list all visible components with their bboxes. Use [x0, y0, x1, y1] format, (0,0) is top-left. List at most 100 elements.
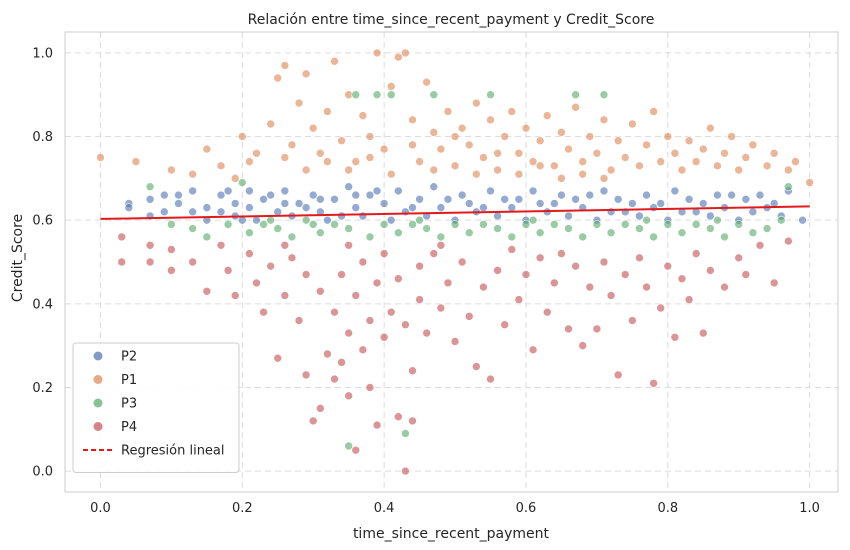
scatter-point [677, 228, 687, 238]
legend-marker [93, 422, 103, 431]
scatter-point [351, 291, 361, 300]
scatter-point [401, 207, 410, 217]
scatter-point [429, 128, 439, 137]
scatter-point [330, 56, 339, 66]
y-tick-label: 0.6 [32, 214, 53, 229]
scatter-point [266, 190, 275, 200]
scatter-point [216, 190, 226, 200]
scatter-point [280, 186, 290, 196]
scatter-point [691, 249, 701, 258]
scatter-point [379, 144, 389, 154]
scatter-point [557, 174, 566, 183]
scatter-point [642, 190, 651, 200]
scatter-point [365, 383, 375, 392]
scatter-point [301, 203, 311, 212]
scatter-point [706, 224, 715, 233]
scatter-point [684, 136, 694, 146]
scatter-point [493, 165, 502, 175]
scatter-point [273, 224, 283, 233]
scatter-point [230, 174, 240, 183]
scatter-point [316, 194, 325, 204]
scatter-point [550, 161, 559, 171]
scatter-point [216, 240, 226, 250]
scatter-point [422, 328, 431, 338]
scatter-point [167, 220, 176, 229]
scatter-point [252, 215, 261, 225]
scatter-point [698, 328, 708, 338]
scatter-point [131, 157, 141, 166]
scatter-point [344, 391, 353, 401]
scatter-point [748, 207, 758, 217]
scatter-point [245, 186, 254, 196]
scatter-point [450, 161, 460, 171]
scatter-point [379, 332, 389, 342]
scatter-point [330, 374, 339, 384]
scatter-point [528, 345, 538, 355]
scatter-point [230, 199, 240, 208]
scatter-point [564, 324, 573, 334]
scatter-point [620, 270, 630, 279]
legend-label: P2 [121, 350, 137, 365]
scatter-point [464, 228, 474, 238]
scatter-point [507, 232, 517, 242]
scatter-point [365, 153, 375, 162]
scatter-point [308, 220, 318, 229]
scatter-point [479, 153, 488, 162]
scatter-point [337, 211, 346, 221]
scatter-point [280, 199, 290, 208]
legend-marker [93, 351, 103, 361]
scatter-point [145, 194, 155, 204]
scatter-point [188, 169, 197, 179]
scatter-point [337, 136, 346, 146]
scatter-point [344, 441, 353, 451]
scatter-point [159, 190, 169, 200]
scatter-point [443, 107, 453, 116]
scatter-point [784, 182, 793, 192]
scatter-point [557, 190, 566, 200]
scatter-point [386, 82, 396, 91]
scatter-point [635, 253, 644, 263]
legend-label: P3 [121, 397, 137, 412]
scatter-point [585, 132, 595, 141]
scatter-point [145, 240, 155, 250]
scatter-point [635, 211, 644, 221]
scatter-point [443, 278, 453, 288]
scatter-point [167, 266, 176, 275]
scatter-point [145, 257, 155, 267]
scatter-point [96, 153, 105, 162]
y-tick-label: 0.0 [32, 465, 53, 480]
scatter-point [528, 157, 538, 166]
scatter-point [642, 282, 651, 292]
scatter-point [188, 207, 197, 217]
scatter-point [245, 157, 254, 166]
scatter-point [571, 194, 580, 204]
scatter-point [720, 148, 729, 158]
scatter-point [372, 420, 382, 430]
scatter-point [649, 232, 658, 242]
scatter-point [628, 316, 637, 325]
scatter-point [578, 169, 587, 179]
scatter-point [457, 257, 467, 267]
scatter-point [755, 190, 765, 200]
scatter-point [748, 140, 758, 150]
scatter-point [344, 165, 353, 175]
scatter-point [358, 257, 368, 267]
scatter-point [351, 90, 361, 100]
scatter-point [514, 148, 524, 158]
x-tick-label: 0.6 [516, 501, 537, 516]
scatter-point [436, 232, 446, 242]
scatter-point [365, 190, 375, 200]
scatter-point [535, 161, 545, 171]
scatter-point [301, 270, 311, 279]
scatter-point [769, 148, 779, 158]
scatter-point [500, 132, 509, 141]
scatter-point [188, 257, 197, 267]
scatter-point [202, 144, 212, 154]
scatter-point [330, 220, 339, 229]
scatter-point [620, 220, 630, 229]
scatter-point [706, 123, 715, 133]
scatter-point [464, 140, 474, 150]
scatter-point [535, 228, 545, 238]
scatter-point [479, 203, 488, 212]
y-tick-labels: 0.0 0.2 0.4 0.6 0.8 1.0 [32, 46, 53, 479]
